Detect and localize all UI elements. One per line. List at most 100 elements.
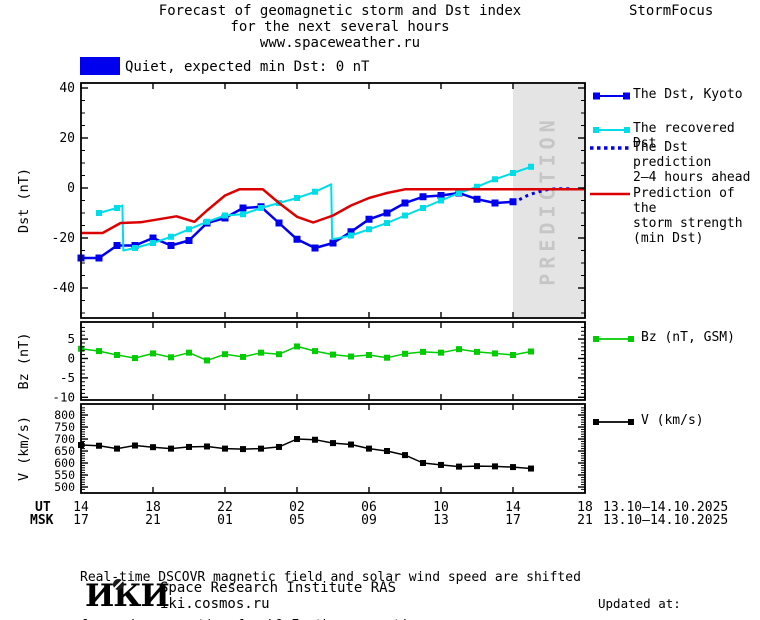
- legend-recovered-dst: The recovered Dst: [633, 121, 735, 151]
- data-point-marker: [312, 348, 318, 355]
- data-point-marker: [366, 351, 372, 358]
- data-point-marker: [402, 212, 408, 219]
- data-point-marker: [149, 234, 157, 242]
- data-point-marker: [239, 204, 247, 212]
- data-point-marker: [113, 242, 121, 249]
- data-point-marker: [186, 349, 192, 356]
- y-tick-label: 20: [59, 131, 75, 146]
- data-point-marker: [204, 357, 210, 364]
- data-point-marker: [384, 220, 390, 226]
- legend-storm-strength: Prediction of the storm strength (min Ds…: [633, 186, 743, 246]
- recovered-legend-marker: [593, 127, 630, 133]
- storm-level-color-swatch: [80, 57, 120, 75]
- data-point-marker: [185, 237, 193, 244]
- data-point-marker: [492, 350, 498, 357]
- series-bz-nt-gsm-: [80, 345, 532, 362]
- brand-name: StormFocus: [629, 3, 714, 19]
- data-point-marker: [330, 440, 336, 447]
- msk-tick-label: 09: [361, 513, 377, 528]
- series-the-recovered-dst: [98, 165, 532, 252]
- data-point-marker: [168, 354, 174, 361]
- data-point-marker: [528, 465, 534, 472]
- updated-at-title: Updated at:: [598, 596, 681, 611]
- y-tick-label: -40: [52, 281, 75, 296]
- data-point-marker: [348, 353, 354, 360]
- legend-v: V (km/s): [641, 413, 704, 428]
- data-point-marker: [294, 343, 300, 350]
- data-point-marker: [491, 199, 499, 207]
- data-point-marker: [275, 219, 283, 227]
- data-point-marker: [474, 348, 480, 355]
- data-point-marker: [365, 215, 373, 223]
- ut-tick-label: 22: [217, 500, 233, 515]
- prediction-legend-marker: [590, 146, 630, 150]
- storm-level-label: Quiet, expected min Dst: 0 nT: [125, 59, 370, 75]
- data-point-marker: [114, 351, 120, 358]
- data-point-marker: [473, 195, 481, 203]
- ut-tick-label: 10: [433, 500, 449, 515]
- data-point-marker: [114, 205, 120, 211]
- data-point-marker: [348, 232, 354, 239]
- data-point-marker: [438, 461, 444, 468]
- ut-tick-label: 14: [505, 500, 521, 515]
- data-point-marker: [276, 443, 282, 450]
- satellite-dot-icon: [113, 579, 124, 590]
- series-the-dst-kyoto: [81, 191, 514, 260]
- data-point-marker: [420, 460, 426, 467]
- ut-tick-label: 06: [361, 500, 377, 515]
- data-point-marker: [258, 349, 264, 356]
- data-point-marker: [222, 351, 228, 358]
- ut-tick-label: 02: [289, 500, 305, 515]
- institute-block: Space Research Institute RAS iki.cosmos.…: [160, 580, 396, 612]
- data-point-marker: [96, 210, 102, 216]
- data-point-marker: [240, 446, 246, 453]
- data-point-marker: [456, 346, 462, 353]
- data-point-marker: [150, 350, 156, 357]
- data-point-marker: [186, 443, 192, 450]
- data-point-marker: [258, 445, 264, 452]
- legend-bz: Bz (nT, GSM): [641, 330, 735, 345]
- data-point-marker: [95, 254, 103, 262]
- y-tick-label: 750: [54, 420, 75, 434]
- panel-frame-v: [80, 403, 586, 494]
- data-point-marker: [258, 205, 264, 211]
- legend-dst-prediction: The Dst prediction 2–4 hours ahead: [633, 140, 751, 185]
- data-point-marker: [528, 163, 534, 170]
- ut-row-label: UT: [35, 500, 51, 515]
- data-point-marker: [510, 464, 516, 471]
- data-point-marker: [474, 463, 480, 470]
- data-point-marker: [294, 436, 300, 443]
- data-point-marker: [132, 355, 138, 362]
- y-tick-label: 500: [54, 480, 75, 494]
- data-point-marker: [329, 239, 337, 247]
- page-title: Forecast of geomagnetic storm and Dst in…: [60, 3, 620, 51]
- data-point-marker: [347, 228, 355, 236]
- data-point-marker: [294, 195, 300, 201]
- data-point-marker: [384, 354, 390, 361]
- prediction-band-label: PREDICTION: [536, 115, 560, 285]
- data-point-marker: [96, 348, 102, 355]
- y-tick-label: 5: [67, 331, 75, 346]
- series-v-km-s-: [80, 438, 532, 470]
- data-point-marker: [528, 348, 534, 355]
- data-point-marker: [437, 192, 445, 199]
- y-tick-label: 550: [54, 468, 75, 482]
- data-point-marker: [240, 211, 246, 218]
- title-line-1: Forecast of geomagnetic storm and Dst in…: [158, 3, 522, 19]
- data-point-marker: [419, 193, 427, 201]
- msk-tick-label: 17: [73, 513, 89, 528]
- data-point-marker: [438, 349, 444, 356]
- data-point-marker: [293, 235, 301, 243]
- forecast-chart: PREDICTION 40 20 0 -20 -40 Dst (nT) 5 0 -5 -10 Bz (…: [16, 81, 586, 494]
- title-line-2: for the next several hours: [230, 19, 450, 35]
- panel-frame-dst: [80, 82, 586, 319]
- bz-legend-marker: [593, 336, 634, 342]
- data-point-marker: [276, 351, 282, 358]
- data-point-marker: [492, 176, 498, 183]
- updated-at-block: Updated at: UT 14:05, 14.10.2025 MSK 17:…: [598, 564, 760, 620]
- data-point-marker: [383, 209, 391, 217]
- data-point-marker: [474, 183, 480, 190]
- y-axis-title-v: V (km/s): [16, 416, 32, 481]
- msk-tick-label: 01: [217, 513, 233, 528]
